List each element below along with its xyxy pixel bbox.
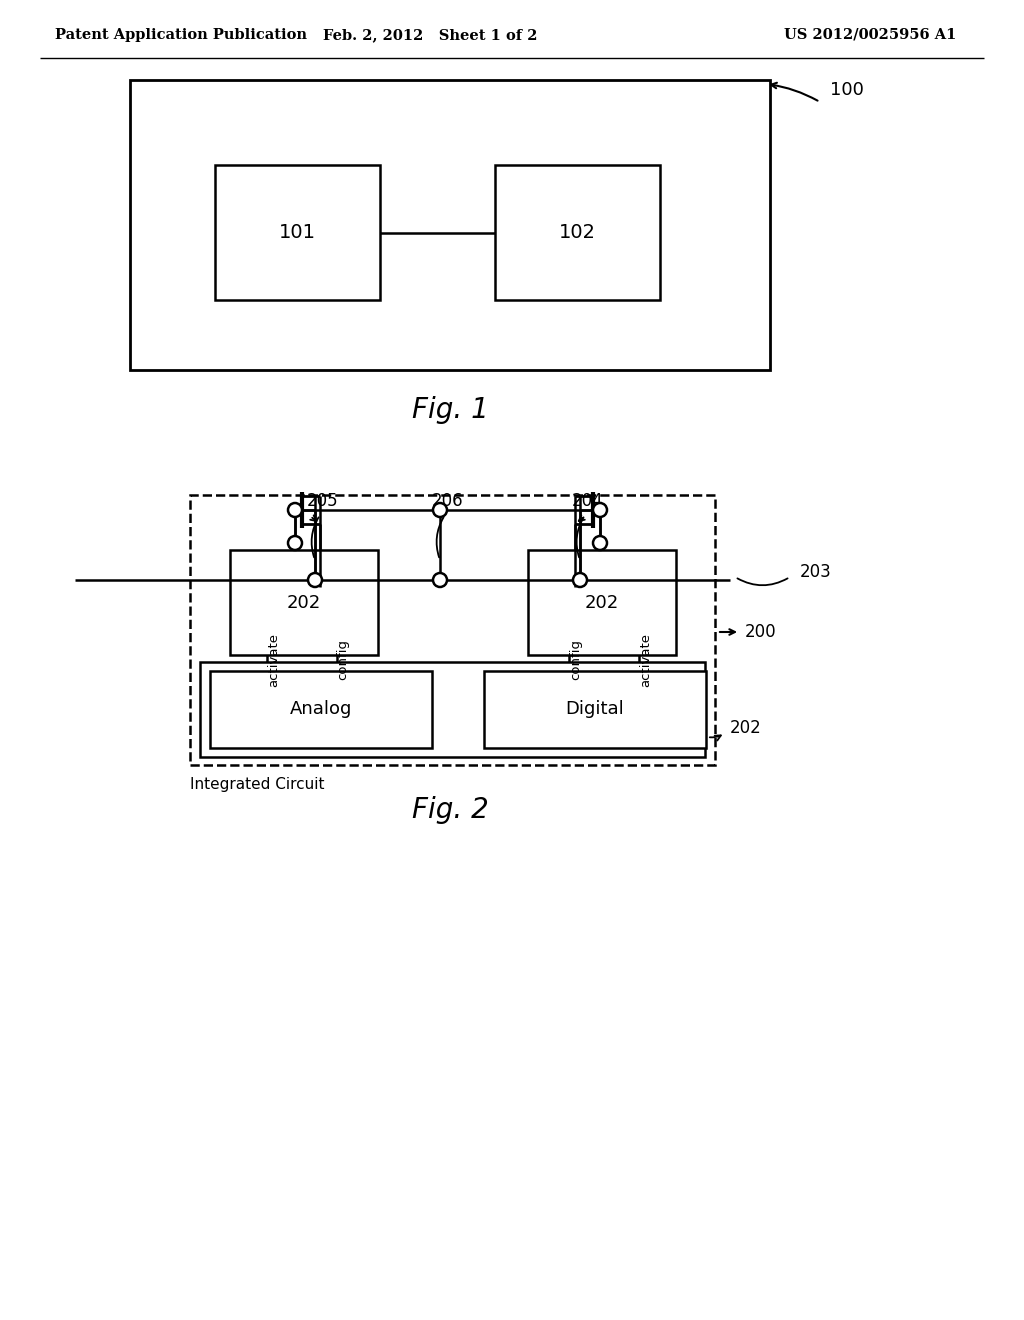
Text: 200: 200 (745, 623, 776, 642)
Text: config: config (337, 639, 349, 681)
Circle shape (593, 503, 607, 517)
Text: Fig. 2: Fig. 2 (412, 796, 488, 824)
Circle shape (288, 503, 302, 517)
Text: 204: 204 (572, 492, 604, 510)
Bar (230, 550, 378, 655)
Text: Patent Application Publication: Patent Application Publication (55, 28, 307, 42)
Text: Feb. 2, 2012   Sheet 1 of 2: Feb. 2, 2012 Sheet 1 of 2 (323, 28, 538, 42)
Circle shape (433, 503, 447, 517)
Bar (190, 495, 715, 766)
Text: 202: 202 (287, 594, 322, 611)
Bar (210, 671, 432, 748)
Bar (200, 663, 705, 756)
Text: config: config (569, 639, 583, 681)
Circle shape (573, 573, 587, 587)
Text: Fig. 1: Fig. 1 (412, 396, 488, 424)
Text: activate: activate (267, 634, 280, 686)
Text: activate: activate (639, 634, 652, 686)
Text: 202: 202 (730, 719, 762, 737)
Text: 100: 100 (830, 81, 864, 99)
Text: Analog: Analog (290, 701, 352, 718)
Bar (484, 671, 706, 748)
Bar (528, 550, 676, 655)
Text: Digital: Digital (565, 701, 625, 718)
Circle shape (433, 573, 447, 587)
Circle shape (308, 573, 322, 587)
Text: Integrated Circuit: Integrated Circuit (190, 777, 325, 792)
Text: 206: 206 (432, 492, 464, 510)
Circle shape (288, 536, 302, 550)
Text: 101: 101 (279, 223, 316, 242)
Bar (130, 81, 770, 370)
Bar (495, 165, 660, 300)
Circle shape (593, 536, 607, 550)
Text: 203: 203 (800, 564, 831, 581)
Text: 205: 205 (307, 492, 339, 510)
Text: 102: 102 (559, 223, 596, 242)
Bar (215, 165, 380, 300)
Text: 202: 202 (585, 594, 620, 611)
Text: US 2012/0025956 A1: US 2012/0025956 A1 (783, 28, 956, 42)
